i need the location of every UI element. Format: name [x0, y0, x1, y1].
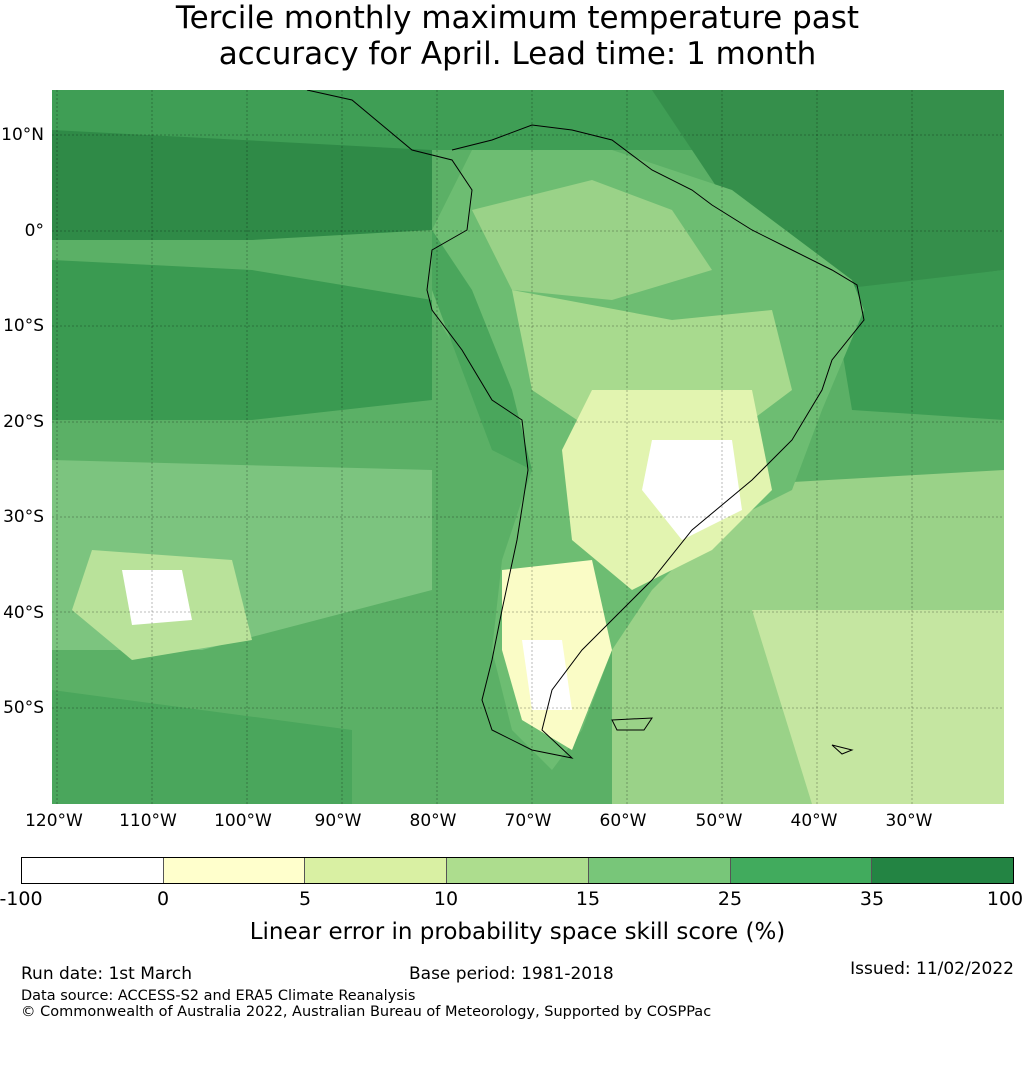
base-period: Base period: 1981-2018 [409, 964, 614, 984]
lon-label-80w: 80°W [409, 811, 457, 831]
coastline [306, 90, 865, 759]
falkland-islands [611, 717, 653, 731]
colorbar-segment [22, 858, 164, 883]
skill-score-map [52, 90, 1004, 804]
colorbar [21, 857, 1014, 884]
colorbar-tick: 35 [859, 888, 885, 910]
lat-label-20s: 20°S [3, 412, 44, 432]
title-line-2: accuracy for April. Lead time: 1 month [218, 36, 817, 72]
lon-label-60w: 60°W [599, 811, 647, 831]
colorbar-segment [305, 858, 448, 883]
ocean-region-dark-2 [52, 260, 432, 420]
colorbar-segment [447, 858, 589, 883]
map-title: Tercile monthly maximum temperature past… [0, 0, 1035, 72]
lat-label-10n: 10°N [1, 125, 44, 145]
continent-region-north [472, 180, 712, 300]
colorbar-tick: 10 [433, 888, 459, 910]
lat-label-50s: 50°S [3, 698, 44, 718]
colorbar-segment [872, 858, 1014, 883]
colorbar-tick: 0 [156, 888, 170, 910]
run-date: Run date: 1st March [21, 964, 193, 984]
colorbar-tick: -100 [0, 888, 43, 910]
ocean-region-dark-3 [652, 90, 1004, 290]
map-gridlines [52, 90, 1004, 804]
south-georgia [831, 744, 854, 755]
ocean-region-white-1 [122, 570, 192, 625]
colorbar-tick: 15 [575, 888, 601, 910]
copyright: © Commonwealth of Australia 2022, Austra… [21, 1004, 712, 1020]
lat-label-10s: 10°S [3, 316, 44, 336]
lat-label-0: 0° [24, 221, 44, 241]
ocean-region-dark-4 [832, 270, 1004, 420]
lon-label-120w: 120°W [25, 811, 83, 831]
data-source: Data source: ACCESS-S2 and ERA5 Climate … [21, 988, 416, 1004]
lon-label-50w: 50°W [695, 811, 743, 831]
lon-label-90w: 90°W [314, 811, 362, 831]
ocean-region-light-3 [752, 610, 1004, 804]
colorbar-tick: 100 [986, 888, 1024, 910]
continent-region-white-2 [522, 640, 572, 710]
lon-label-40w: 40°W [790, 811, 838, 831]
lon-label-110w: 110°W [119, 811, 177, 831]
title-line-1: Tercile monthly maximum temperature past [175, 0, 860, 36]
lon-label-70w: 70°W [504, 811, 552, 831]
map-canvas [52, 90, 1004, 804]
lon-label-30w: 30°W [885, 811, 933, 831]
colorbar-segment [588, 858, 731, 883]
issued-date: Issued: 11/02/2022 [850, 959, 1014, 979]
colorbar-tick: 25 [717, 888, 743, 910]
lat-label-30s: 30°S [3, 507, 44, 527]
colorbar-label: Linear error in probability space skill … [249, 919, 786, 945]
ocean-region-south [52, 690, 352, 804]
colorbar-segment [163, 858, 306, 883]
continent-region-white [642, 440, 742, 540]
lat-label-40s: 40°S [3, 603, 44, 623]
lon-label-100w: 100°W [214, 811, 272, 831]
colorbar-segment [730, 858, 873, 883]
colorbar-tick: 5 [298, 888, 312, 910]
ocean-region-dark-1 [52, 130, 432, 240]
